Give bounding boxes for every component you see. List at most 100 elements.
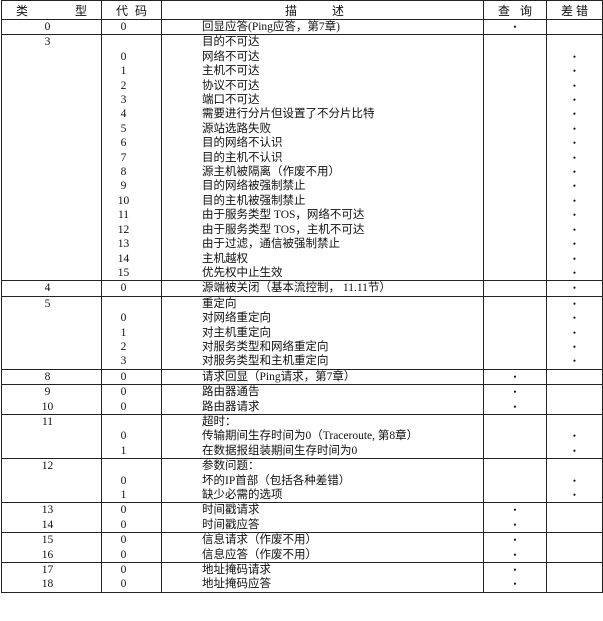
table-row: 10 0 路由器请求 • xyxy=(1,399,603,415)
description-cell: 传输期间生存时间为0（Traceroute, 第8章） xyxy=(161,429,484,444)
description-cell: 对服务类型和网络重定向 xyxy=(161,339,484,355)
type-cell: 9 xyxy=(1,384,102,400)
table-row: 5 源站选路失败 • xyxy=(1,121,603,137)
code-cell: 0 xyxy=(101,562,162,578)
error-cell xyxy=(546,502,603,518)
type-cell xyxy=(1,193,102,209)
table-row: 2 对服务类型和网络重定向 • xyxy=(1,339,603,355)
query-cell xyxy=(483,222,547,238)
error-cell: • xyxy=(546,325,603,340)
description-cell: 在数据报组装期间生存时间为0 xyxy=(161,443,484,459)
error-cell: • xyxy=(546,193,603,209)
table-row: 18 0 地址掩码应答 • xyxy=(1,577,603,593)
description-cell: 对服务类型和主机重定向 xyxy=(161,354,484,370)
description-cell: 地址掩码应答 xyxy=(161,577,484,593)
header-error: 差错 xyxy=(546,0,603,20)
description-cell: 主机越权 xyxy=(161,251,484,266)
error-cell: • xyxy=(546,354,603,370)
type-cell: 17 xyxy=(1,562,102,578)
code-cell: 0 xyxy=(101,429,162,444)
type-cell xyxy=(1,64,102,79)
error-cell: • xyxy=(546,93,603,108)
query-cell xyxy=(483,136,547,151)
table-row: 0 坏的IP首部（包括各种差错） • xyxy=(1,473,603,488)
error-cell xyxy=(546,517,603,533)
description-cell: 端口不可达 xyxy=(161,93,484,108)
query-cell xyxy=(483,265,547,281)
table-row: 12 由于服务类型 TOS，主机不可达 • xyxy=(1,222,603,238)
table-row: 13 由于过滤，通信被强制禁止 • xyxy=(1,237,603,252)
description-cell: 坏的IP首部（包括各种差错） xyxy=(161,473,484,488)
table-row: 16 0 信息应答（作废不用） • xyxy=(1,547,603,563)
table-row: 1 对主机重定向 • xyxy=(1,325,603,340)
type-cell xyxy=(1,311,102,326)
header-type-char: 型 xyxy=(74,3,87,18)
error-cell xyxy=(546,384,603,400)
query-cell xyxy=(483,150,547,166)
icmp-message-type-table: 类型 代码 描 述 查询 差错 0 0 回显应答(Ping应答，第7章) • 3 目的不可… xyxy=(1,0,603,593)
description-cell: 协议不可达 xyxy=(161,78,484,94)
query-cell: • xyxy=(483,384,547,400)
error-cell: • xyxy=(546,443,603,459)
table-row: 11 由于服务类型 TOS，网络不可达 • xyxy=(1,208,603,223)
code-cell: 1 xyxy=(101,64,162,79)
table-row: 12 参数问题： xyxy=(1,458,603,474)
description-cell: 目的不可达 xyxy=(161,34,484,50)
query-cell: • xyxy=(483,547,547,563)
header-description-text: 描 述 xyxy=(284,3,360,18)
header-code-char: 代 xyxy=(116,3,129,18)
table-row: 14 0 时间戳应答 • xyxy=(1,517,603,533)
table-row: 15 0 信息请求（作废不用） • xyxy=(1,532,603,548)
error-cell xyxy=(546,368,603,385)
header-type: 类型 xyxy=(1,0,102,20)
type-cell xyxy=(1,49,102,65)
error-cell: • xyxy=(546,473,603,488)
description-cell: 地址掩码请求 xyxy=(161,562,484,578)
table-row: 1 缺少必需的选项 • xyxy=(1,488,603,503)
table-row: 1 主机不可达 • xyxy=(1,64,603,79)
table-row: 0 传输期间生存时间为0（Traceroute, 第8章） • xyxy=(1,429,603,444)
description-cell: 信息应答（作废不用） xyxy=(161,547,484,563)
error-cell: • xyxy=(546,295,603,312)
type-cell xyxy=(1,237,102,252)
error-cell: • xyxy=(546,429,603,444)
header-row: 类型 代码 描 述 查询 差错 xyxy=(1,0,603,20)
description-cell: 源主机被隔离（作废不用） xyxy=(161,165,484,180)
header-error-char: 错 xyxy=(575,3,588,18)
code-cell xyxy=(101,34,162,50)
table-row: 10 目的主机被强制禁止 • xyxy=(1,193,603,209)
code-cell: 13 xyxy=(101,237,162,252)
code-cell: 0 xyxy=(101,49,162,65)
description-cell: 优先权中止生效 xyxy=(161,265,484,281)
table-row: 8 0 请求回显（Ping请求，第7章） • xyxy=(1,368,603,385)
code-cell: 5 xyxy=(101,121,162,137)
description-cell: 超时： xyxy=(161,413,484,430)
error-cell: • xyxy=(546,339,603,355)
type-cell: 13 xyxy=(1,502,102,518)
code-cell: 3 xyxy=(101,93,162,108)
code-cell: 12 xyxy=(101,222,162,238)
table-row: 6 目的网络不认识 • xyxy=(1,136,603,151)
error-cell xyxy=(546,577,603,593)
header-query-char: 询 xyxy=(519,3,532,18)
query-cell xyxy=(483,165,547,180)
description-cell: 目的网络不认识 xyxy=(161,136,484,151)
error-cell: • xyxy=(546,136,603,151)
code-cell: 0 xyxy=(101,384,162,400)
description-cell: 回显应答(Ping应答，第7章) xyxy=(161,18,484,35)
type-cell: 15 xyxy=(1,532,102,548)
type-cell xyxy=(1,136,102,151)
query-cell xyxy=(483,354,547,370)
query-cell: • xyxy=(483,368,547,385)
type-cell xyxy=(1,325,102,340)
query-cell xyxy=(483,295,547,312)
query-cell xyxy=(483,473,547,488)
query-cell xyxy=(483,413,547,430)
table-row: 11 超时： xyxy=(1,413,603,430)
type-cell: 10 xyxy=(1,399,102,415)
code-cell: 8 xyxy=(101,165,162,180)
query-cell xyxy=(483,325,547,340)
header-description: 描 述 xyxy=(161,0,484,20)
error-cell: • xyxy=(546,208,603,223)
code-cell: 0 xyxy=(101,368,162,385)
